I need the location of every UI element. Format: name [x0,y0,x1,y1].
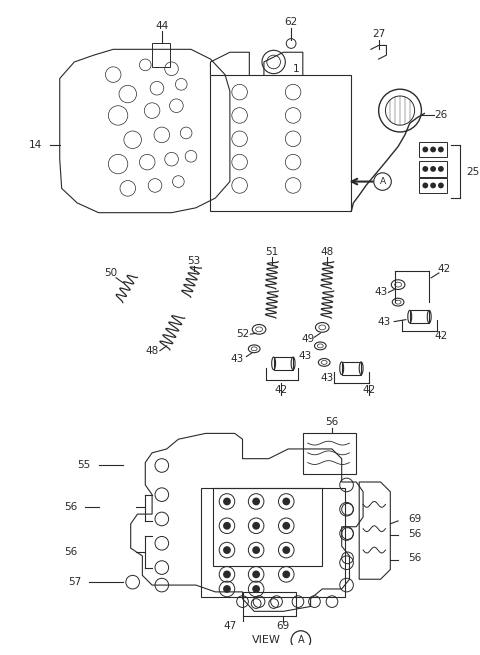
Text: A: A [298,635,304,645]
Text: 44: 44 [155,21,168,31]
Circle shape [422,166,428,172]
Text: 56: 56 [408,553,421,563]
Bar [410,310,429,323]
Text: 56: 56 [64,547,77,557]
Text: VIEW: VIEW [252,635,280,645]
Bar [242,592,296,616]
Text: 43: 43 [374,288,387,297]
Text: 26: 26 [434,111,447,121]
Text: 42: 42 [275,384,288,395]
Circle shape [252,522,260,530]
Circle shape [282,571,290,578]
Text: 50: 50 [104,268,117,278]
Text: 48: 48 [321,246,334,257]
Text: 43: 43 [230,354,243,364]
Bar [420,161,447,177]
Text: 57: 57 [68,577,81,587]
Text: 69: 69 [277,621,290,631]
Circle shape [223,585,231,593]
Text: 14: 14 [29,140,42,149]
Text: 42: 42 [362,384,375,395]
Circle shape [252,498,260,506]
Text: 27: 27 [372,29,385,39]
Text: 56: 56 [325,417,338,426]
Circle shape [223,498,231,506]
Text: 53: 53 [187,256,201,267]
Circle shape [438,166,444,172]
Circle shape [438,147,444,153]
Circle shape [430,166,436,172]
Circle shape [282,522,290,530]
Text: 62: 62 [285,17,298,27]
Bar [303,434,356,474]
Text: 49: 49 [301,334,314,344]
Circle shape [430,147,436,153]
Bar [420,178,447,193]
Circle shape [422,183,428,189]
Text: 51: 51 [265,246,278,257]
Text: 69: 69 [408,514,421,524]
Circle shape [223,571,231,578]
Text: 55: 55 [78,460,91,470]
Bar [210,75,351,211]
Text: 43: 43 [321,373,334,383]
Text: 52: 52 [236,329,249,339]
Circle shape [252,546,260,554]
Text: 56: 56 [408,529,421,538]
Text: 43: 43 [378,316,391,327]
Circle shape [252,585,260,593]
Text: 42: 42 [434,331,447,341]
Circle shape [282,546,290,554]
Circle shape [223,522,231,530]
Bar [213,488,322,566]
Bar [274,357,293,369]
Bar [420,141,447,157]
Text: 47: 47 [223,621,237,631]
Circle shape [422,147,428,153]
Circle shape [430,183,436,189]
Circle shape [223,546,231,554]
Bar [201,488,345,597]
Circle shape [438,183,444,189]
Text: 56: 56 [64,502,77,512]
Circle shape [252,571,260,578]
Bar [152,43,169,67]
Text: 25: 25 [466,167,480,177]
Text: 42: 42 [437,264,450,274]
Text: 43: 43 [298,350,312,361]
Text: 48: 48 [145,346,159,356]
Text: 1: 1 [293,64,300,74]
Text: A: A [380,177,385,186]
Circle shape [282,498,290,506]
Bar [342,362,361,375]
